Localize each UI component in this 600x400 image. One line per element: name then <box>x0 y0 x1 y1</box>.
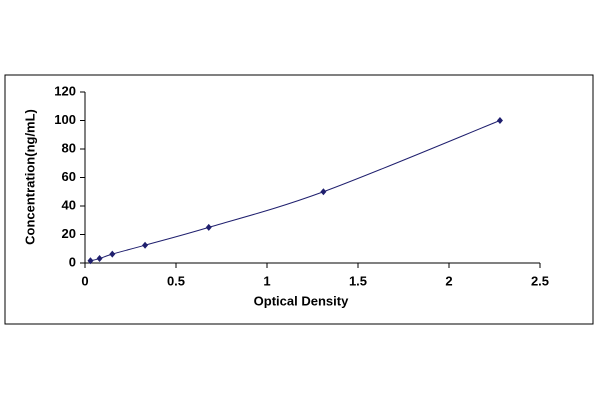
x-axis-label: Optical Density <box>254 293 349 308</box>
marker <box>320 188 327 196</box>
x-tick-label: 1 <box>263 273 270 288</box>
y-tick-label: 40 <box>62 197 76 212</box>
y-tick-label: 20 <box>62 226 76 241</box>
x-tick-label: 2.5 <box>531 273 549 288</box>
marker <box>496 117 503 124</box>
curve <box>90 120 501 262</box>
y-axis-label: Concentration(ng/mL) <box>22 109 37 245</box>
marker <box>142 241 149 249</box>
chart-frame <box>4 74 594 325</box>
x-tick-label: 0 <box>81 273 88 288</box>
x-tick-label: 2 <box>445 273 452 288</box>
y-tick-label: 100 <box>54 112 76 127</box>
marker <box>109 250 116 258</box>
marker <box>205 223 212 231</box>
y-tick-label: 120 <box>54 83 76 98</box>
y-tick-label: 80 <box>62 140 76 155</box>
x-tick-label: 0.5 <box>167 273 185 288</box>
y-tick-label: 0 <box>69 254 76 269</box>
y-tick-label: 60 <box>62 169 76 184</box>
x-tick-label: 1.5 <box>349 273 367 288</box>
marker <box>96 255 103 263</box>
marker <box>87 257 94 265</box>
